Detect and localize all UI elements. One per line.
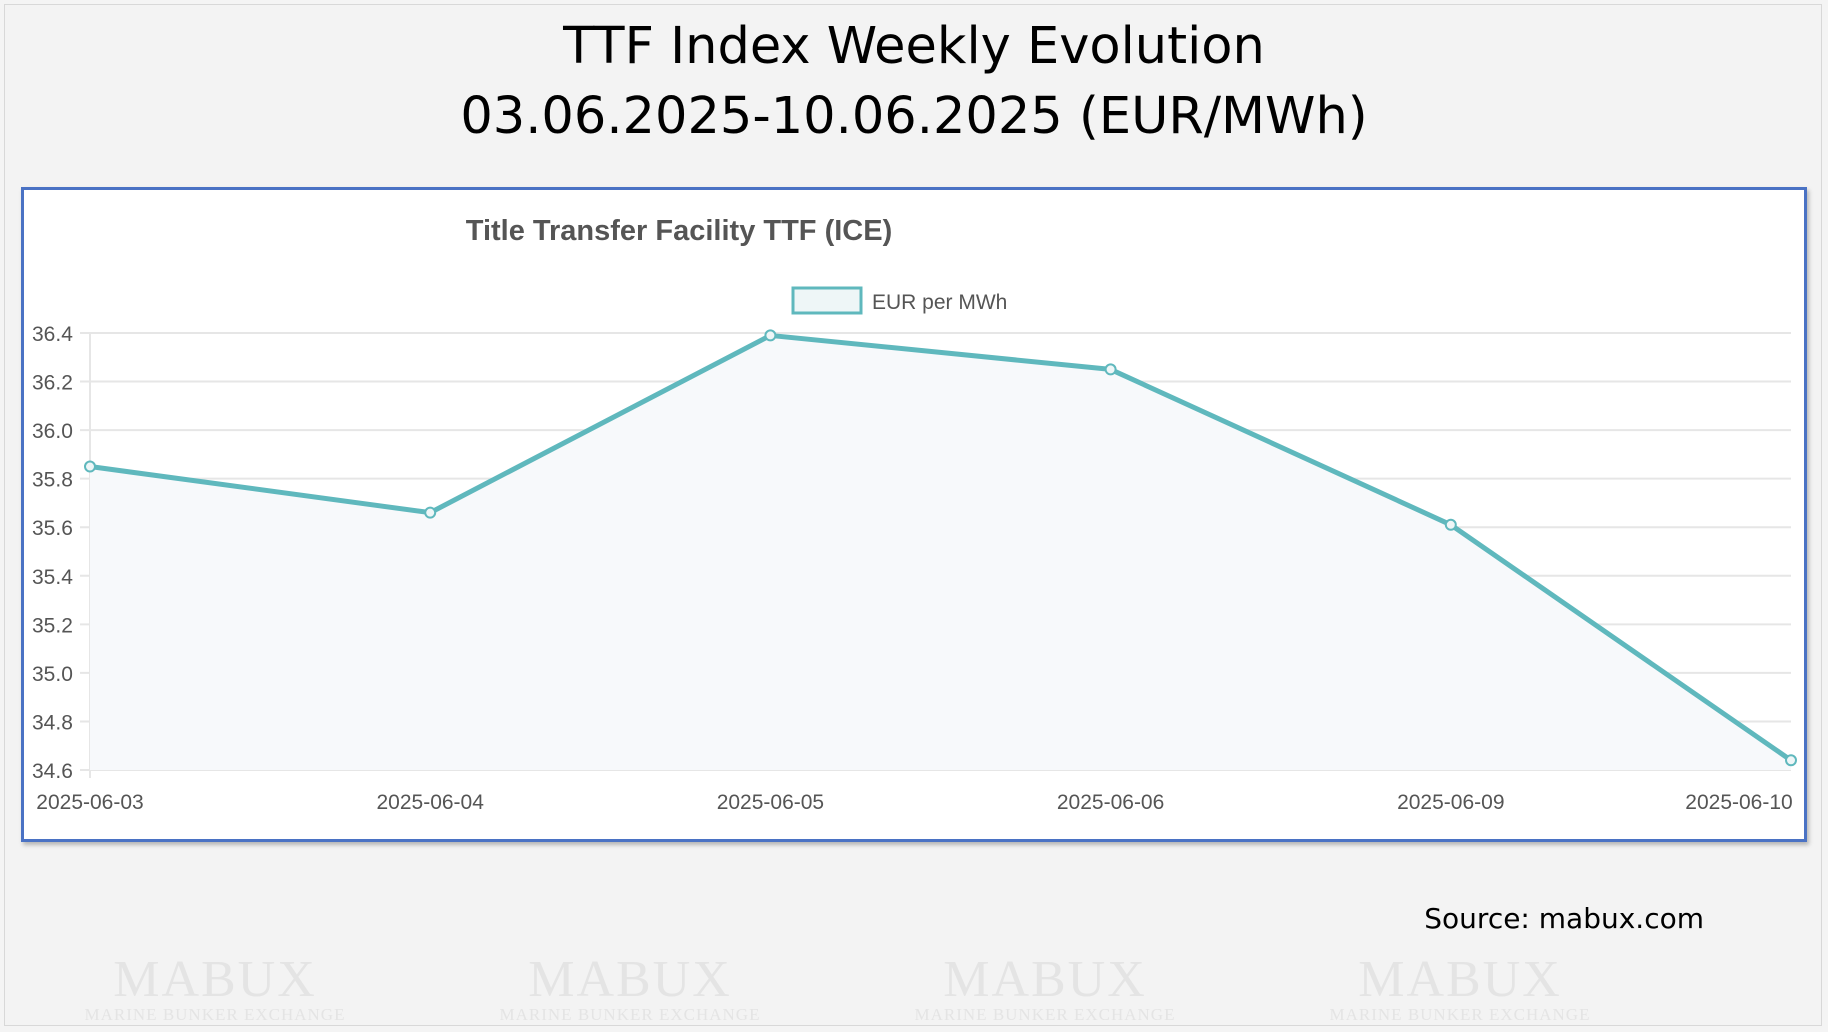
data-point (1104, 363, 1117, 376)
y-tick-label: 36.0 (32, 420, 73, 443)
y-tick-label: 35.8 (32, 469, 73, 492)
y-tick-label: 36.4 (32, 323, 73, 346)
x-tick-label: 2025-06-03 (36, 791, 143, 814)
y-tick-label: 35.0 (32, 663, 73, 686)
data-point (1785, 754, 1797, 767)
data-point (1444, 518, 1457, 531)
x-tick-label: 2025-06-10 (1685, 791, 1792, 814)
data-point (84, 460, 96, 473)
x-tick-label: 2025-06-04 (376, 791, 484, 814)
y-tick-label: 34.8 (32, 711, 73, 734)
area-fill (90, 335, 1791, 770)
y-tick-label: 35.6 (32, 517, 73, 540)
y-tick-label: 35.2 (32, 614, 73, 637)
chart-title: Title Transfer Facility TTF (ICE) (466, 215, 893, 247)
x-tick-label: 2025-06-06 (1057, 791, 1164, 814)
source-label: Source: mabux.com (1424, 902, 1704, 935)
data-point (424, 506, 437, 519)
y-tick-label: 34.6 (32, 760, 73, 783)
data-point (764, 329, 777, 342)
line-chart: Title Transfer Facility TTF (ICE) EUR pe… (32, 215, 1797, 814)
legend-swatch[interactable] (791, 286, 863, 315)
y-tick-label: 36.2 (32, 372, 73, 395)
series-line (89, 332, 1793, 763)
page-title: TTF Index Weekly Evolution (563, 17, 1265, 76)
x-tick-label: 2025-06-09 (1397, 791, 1504, 814)
legend-label[interactable]: EUR per MWh (872, 291, 1007, 314)
chart-panel: Title Transfer Facility TTF (ICE) EUR pe… (21, 187, 1807, 842)
x-tick-label: 2025-06-05 (717, 791, 824, 814)
y-tick-label: 35.4 (32, 566, 73, 589)
page-subtitle: 03.06.2025-10.06.2025 (EUR/MWh) (460, 87, 1368, 146)
